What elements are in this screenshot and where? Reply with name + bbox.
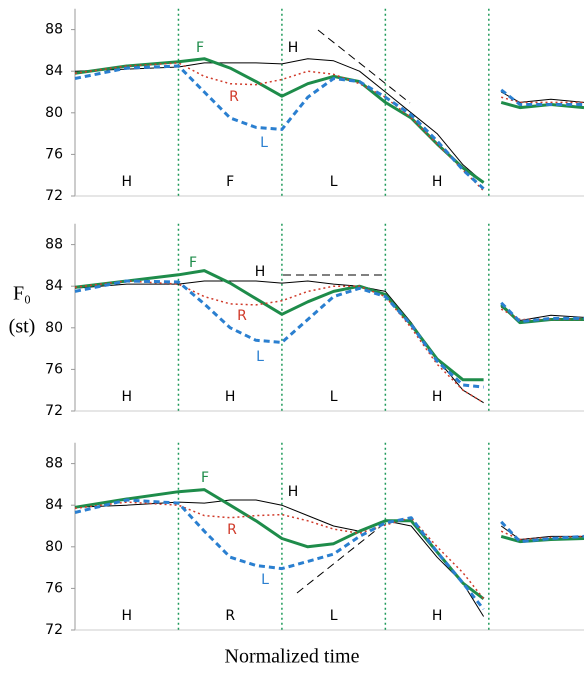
series-label: R (237, 308, 247, 324)
y-tick-label: 84 (45, 497, 63, 513)
x-axis-label: Normalized time (225, 646, 360, 668)
y-axis-label: (st) (9, 316, 36, 338)
series-label: H (288, 40, 299, 56)
series-label: R (229, 89, 239, 105)
y-tick-label: 88 (45, 456, 63, 472)
segment-label: H (121, 608, 132, 624)
series-line (74, 498, 584, 611)
segment-label: L (330, 608, 338, 624)
segment-label: F (226, 174, 234, 190)
segment-label: L (330, 174, 338, 190)
series-label: L (260, 135, 268, 151)
y-tick-label: 88 (45, 237, 63, 253)
series-line (74, 501, 584, 600)
y-tick-label: 84 (45, 63, 63, 79)
y-tick-label: 76 (45, 580, 63, 596)
y-tick-label: 88 (45, 22, 63, 38)
slope-guide (296, 526, 381, 594)
series-label: H (288, 484, 299, 500)
y-tick-label: 72 (45, 188, 63, 204)
segment-label: H (121, 174, 132, 190)
segment-label: L (330, 389, 338, 405)
series-label: F (196, 40, 204, 56)
y-tick-label: 72 (45, 403, 63, 419)
segment-label: H (432, 608, 443, 624)
series-label: H (255, 264, 266, 280)
series-line (74, 488, 584, 600)
series-label: L (261, 572, 269, 588)
series-label: F (201, 470, 209, 486)
segment-label: R (225, 608, 235, 624)
series-label: L (256, 349, 264, 365)
segment-label: H (225, 389, 236, 405)
y-tick-label: 80 (45, 105, 63, 121)
series-line (74, 499, 584, 617)
segment-label: H (432, 174, 443, 190)
series-line (74, 279, 584, 389)
y-tick-label: 72 (45, 622, 63, 638)
y-axis-label: F₀ (13, 283, 31, 305)
series-line (74, 62, 584, 192)
slope-guide (317, 29, 411, 104)
segment-label: H (432, 389, 443, 405)
segment-label: H (121, 389, 132, 405)
series-line (74, 64, 584, 190)
y-tick-label: 80 (45, 320, 63, 336)
y-tick-label: 80 (45, 539, 63, 555)
series-label: F (189, 255, 197, 271)
series-label: R (227, 522, 237, 538)
y-tick-label: 76 (45, 146, 63, 162)
y-tick-label: 84 (45, 278, 63, 294)
series-line (74, 57, 584, 184)
y-tick-label: 76 (45, 361, 63, 377)
